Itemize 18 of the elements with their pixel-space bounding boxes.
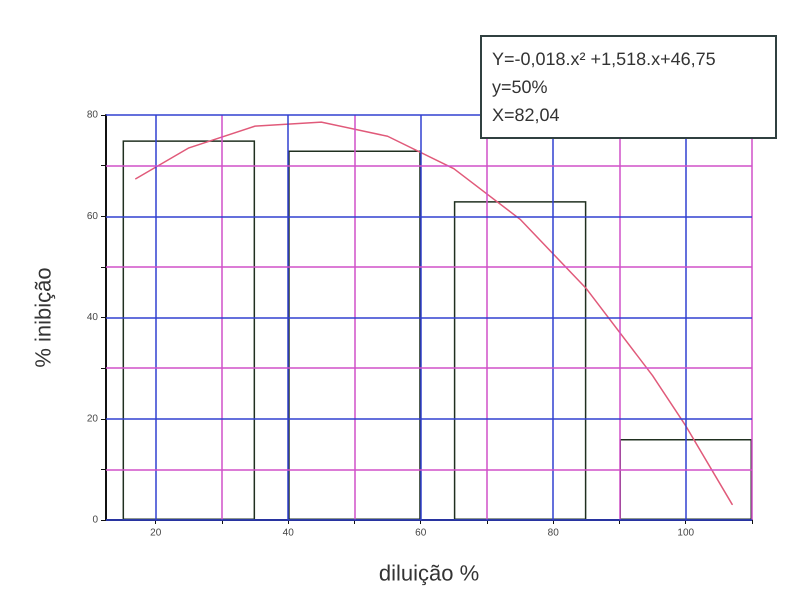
x-tick-label: 60 (415, 528, 427, 538)
x-tick-label: 100 (677, 528, 695, 538)
annotation: X=82,04 (492, 104, 561, 127)
bar (454, 201, 586, 520)
bar (619, 439, 752, 520)
y-tick-label: 40 (86, 312, 98, 323)
y-tick-label: 60 (86, 210, 98, 222)
x-tick-label: 20 (150, 528, 162, 538)
x-tick-label: 80 (548, 528, 560, 538)
y-tick-label: 0 (92, 514, 98, 526)
bar (288, 150, 421, 520)
y-tick-label: 80 (86, 110, 98, 120)
x-axis-title: diluição % (378, 560, 480, 586)
x-tick-label: 40 (282, 528, 294, 538)
bar (122, 140, 256, 520)
note-box: Y=-0,018.x² +1,518.x+46,75 y=50% X=82,04 (480, 35, 777, 139)
y-axis-title: % inibição (30, 267, 56, 368)
y-tick-label: 20 (86, 413, 98, 424)
